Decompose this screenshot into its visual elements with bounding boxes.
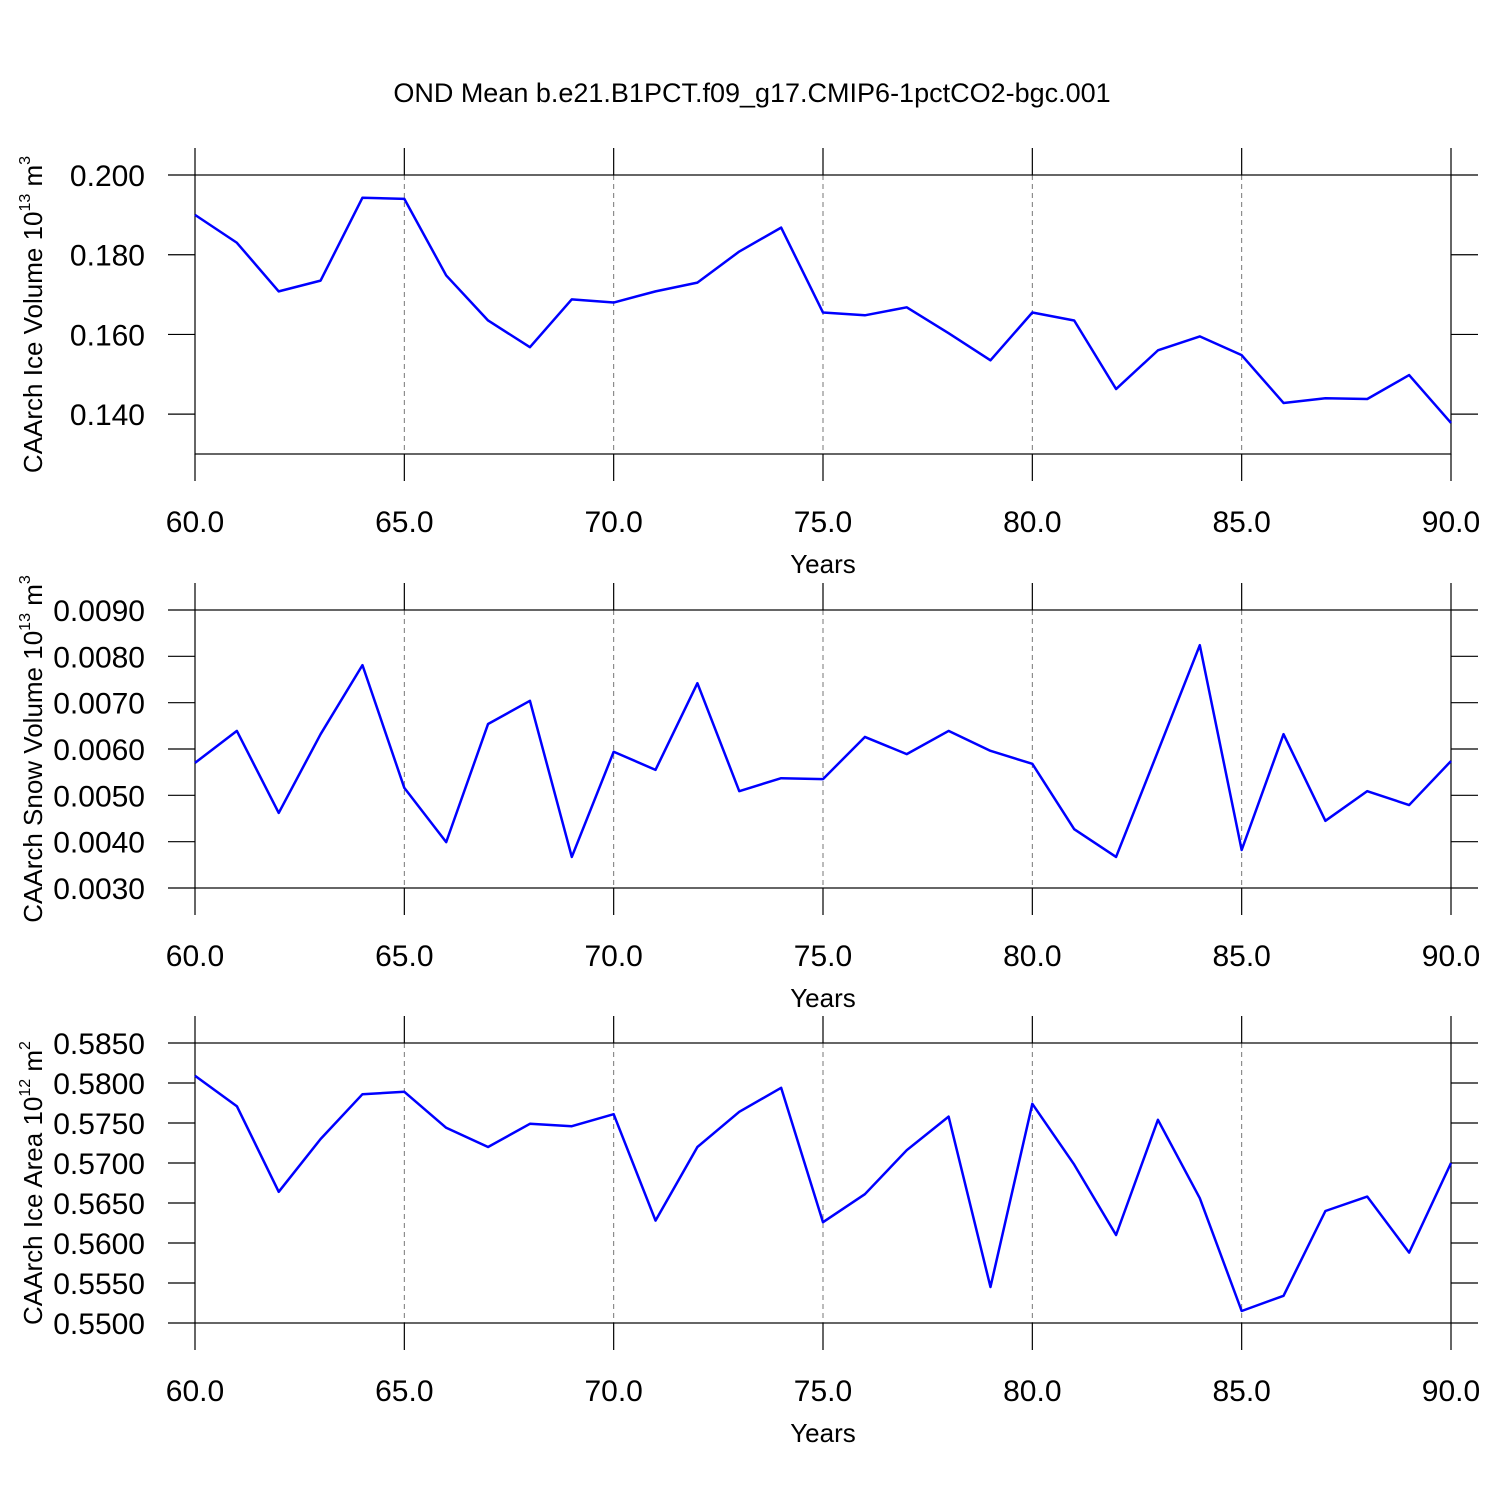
y-tick-label: 0.5850 [53,1028,145,1061]
x-tick-label: 85.0 [1212,940,1270,973]
y-tick-label: 0.5750 [53,1108,145,1141]
x-tick-label: 80.0 [1003,1375,1061,1408]
x-tick-label: 70.0 [584,506,642,539]
y-axis-label-exponent: 2 [17,1041,34,1050]
y-axis-label-part: CAArch Snow Volume 10 [18,631,48,923]
y-tick-label: 0.0040 [53,827,145,860]
y-axis-label-exponent: 3 [17,575,34,584]
y-tick-label: 0.5500 [53,1308,145,1341]
y-tick-label: 0.200 [70,160,145,193]
y-axis-label: CAArch Snow Volume 1013 m3 [17,575,48,923]
x-tick-label: 85.0 [1212,506,1270,539]
y-tick-label: 0.180 [70,240,145,273]
x-tick-label: 80.0 [1003,940,1061,973]
x-axis-label: Years [790,549,856,579]
y-tick-label: 0.5600 [53,1228,145,1261]
figure-title: OND Mean b.e21.B1PCT.f09_g17.CMIP6-1pctC… [393,78,1110,108]
x-tick-label: 65.0 [375,940,433,973]
y-tick-label: 0.0090 [53,595,145,628]
y-tick-label: 0.5700 [53,1148,145,1181]
y-axis-label-exponent: 13 [17,613,34,631]
x-tick-label: 75.0 [794,1375,852,1408]
y-tick-label: 0.0060 [53,734,145,767]
x-tick-label: 65.0 [375,506,433,539]
x-tick-label: 90.0 [1422,506,1480,539]
data-line [194,196,1452,424]
x-tick-label: 90.0 [1422,1375,1480,1408]
plot-frame [194,1042,1452,1324]
plot-frame [194,174,1452,455]
x-tick-label: 70.0 [584,1375,642,1408]
y-tick-label: 0.0080 [53,641,145,674]
y-tick-label: 0.0030 [53,873,145,906]
x-tick-label: 70.0 [584,940,642,973]
x-tick-label: 75.0 [794,506,852,539]
y-axis-label-exponent: 12 [17,1079,34,1097]
x-axis-label: Years [790,1418,856,1448]
y-axis-label: CAArch Ice Volume 1013 m3 [17,156,48,473]
y-tick-label: 0.5800 [53,1068,145,1101]
y-tick-label: 0.5650 [53,1188,145,1221]
y-axis-label-part: m [18,165,48,194]
x-tick-label: 90.0 [1422,940,1480,973]
y-axis-label-part: CAArch Ice Volume 10 [18,212,48,474]
y-axis-label-part: CAArch Ice Area 10 [18,1097,48,1325]
data-line [194,643,1452,859]
data-line [194,1074,1453,1313]
y-tick-label: 0.160 [70,319,145,352]
y-tick-label: 0.140 [70,399,145,432]
y-tick-label: 0.0050 [53,780,145,813]
x-tick-label: 75.0 [794,940,852,973]
x-tick-label: 60.0 [166,1375,224,1408]
x-tick-label: 65.0 [375,1375,433,1408]
x-tick-label: 60.0 [166,940,224,973]
x-tick-label: 85.0 [1212,1375,1270,1408]
x-axis-label: Years [790,983,856,1013]
y-axis-label-exponent: 13 [17,194,34,212]
y-axis-label-exponent: 3 [17,156,34,165]
y-axis-label-part: m [18,584,48,613]
y-axis-label: CAArch Ice Area 1012 m2 [17,1041,48,1325]
plot-frame [194,609,1452,889]
x-tick-label: 60.0 [166,506,224,539]
y-tick-label: 0.5550 [53,1268,145,1301]
y-axis-label-part: m [18,1050,48,1079]
x-tick-label: 80.0 [1003,506,1061,539]
y-tick-label: 0.0070 [53,688,145,721]
